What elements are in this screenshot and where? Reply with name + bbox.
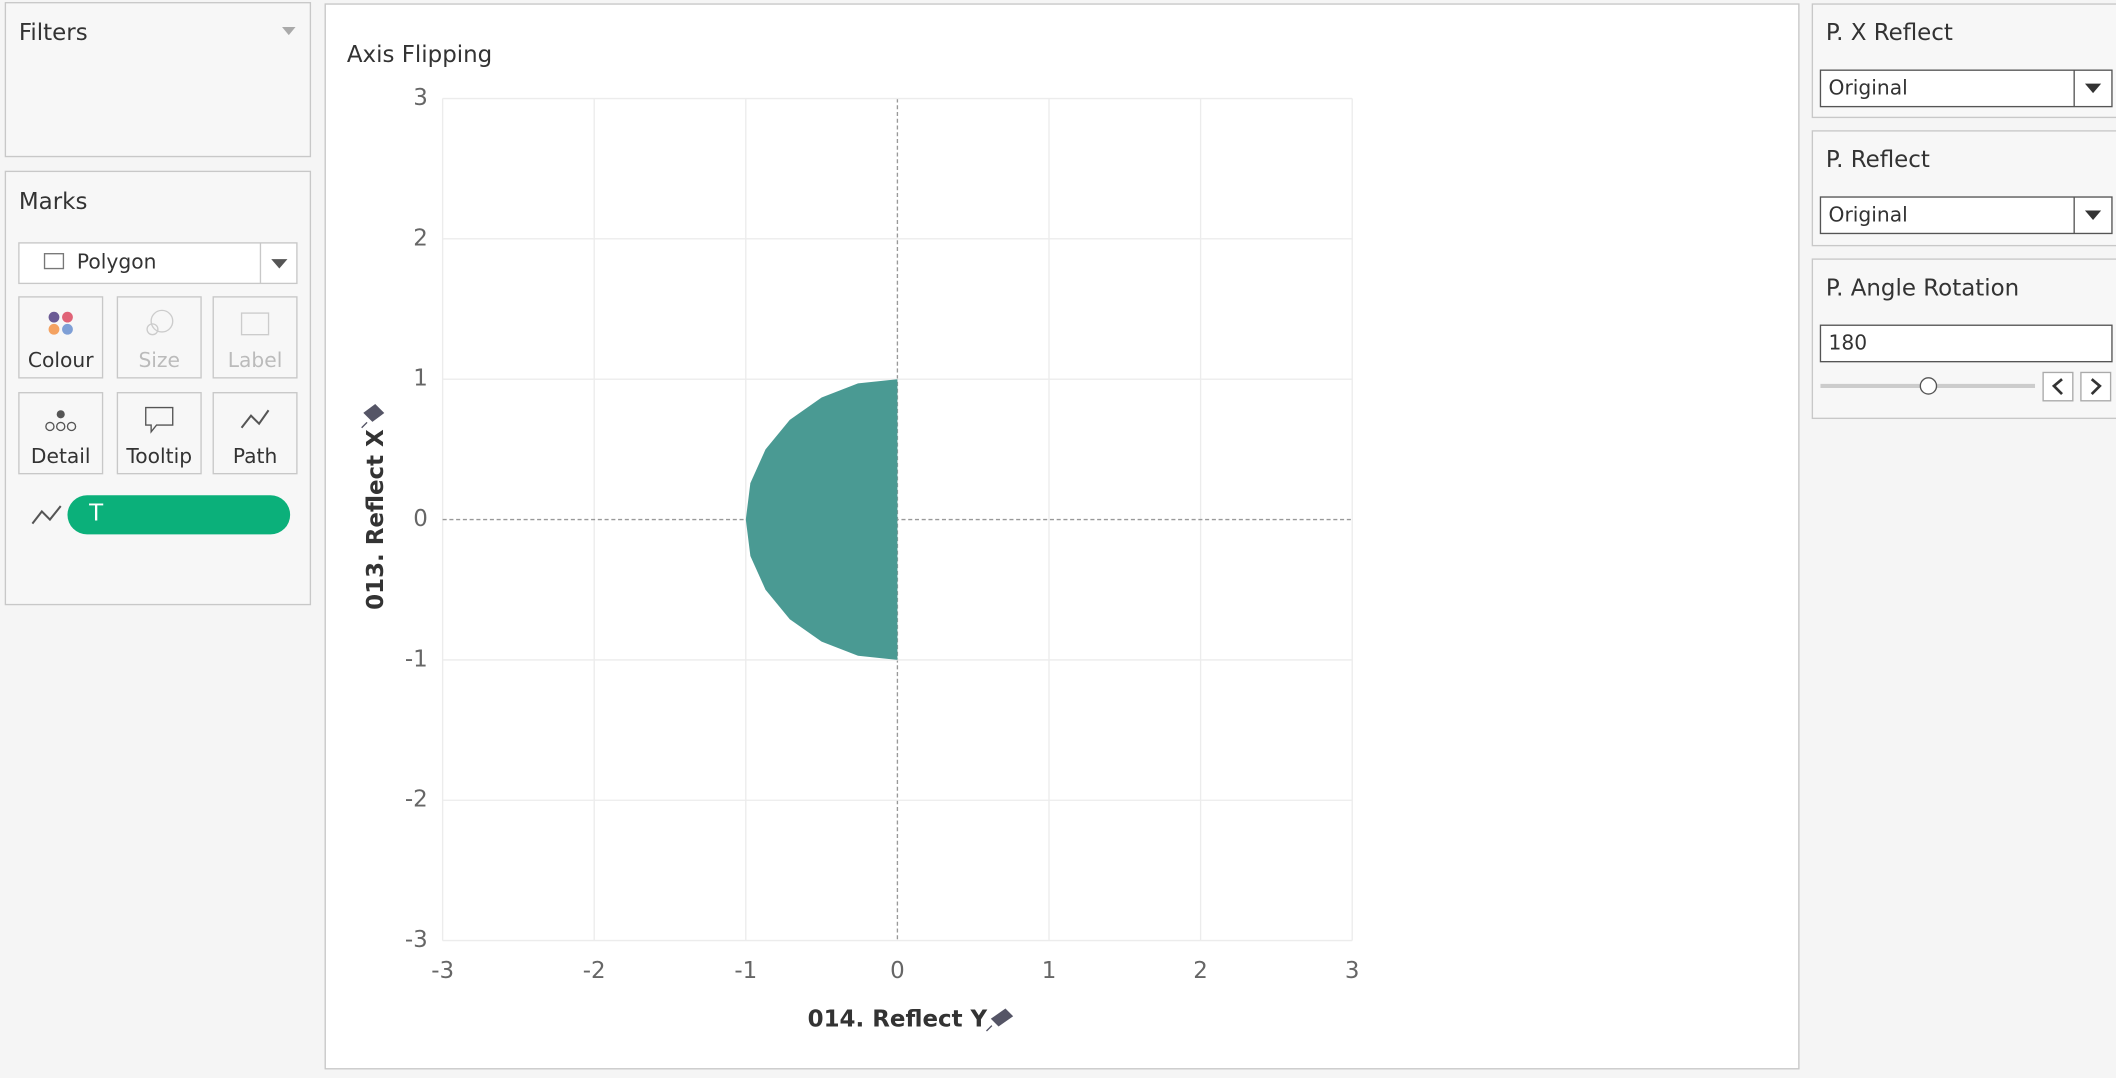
y-axis-label: 013. Reflect X	[363, 429, 389, 610]
parameter-input[interactable]	[1819, 69, 2113, 108]
icon	[48, 323, 60, 335]
x-tick-label: 1	[1042, 958, 1057, 984]
icon	[146, 323, 159, 336]
chevron	[2051, 378, 2063, 396]
y-tick-label: 2	[413, 225, 428, 251]
mark-button-label: Detail	[31, 444, 91, 468]
mark-button[interactable]	[18, 392, 104, 475]
dropdown-arrow	[2084, 83, 2102, 94]
x-tick-label: 3	[1345, 958, 1360, 984]
parameter-input[interactable]	[1819, 324, 2113, 363]
filters-title: Filters	[19, 20, 88, 46]
y-tick-label: 3	[413, 85, 428, 111]
mark-button[interactable]	[212, 296, 298, 379]
x-tick-label: -3	[431, 958, 454, 984]
mark-button[interactable]	[212, 392, 298, 475]
pill-text: T	[88, 501, 104, 527]
icon	[45, 421, 55, 432]
y-tick-label: -2	[405, 787, 428, 813]
filters-menu[interactable]	[282, 26, 296, 36]
y-tick-label: 1	[413, 366, 428, 392]
icon	[240, 409, 270, 429]
mark-button[interactable]	[116, 392, 202, 475]
path-icon	[31, 505, 62, 525]
pin-icon	[986, 1008, 1014, 1032]
parameter-value: Original	[1829, 76, 1908, 100]
mark-button-label: Path	[233, 444, 277, 468]
pin-icon	[361, 403, 385, 429]
parameter-input[interactable]	[1819, 196, 2113, 235]
icon	[150, 309, 174, 333]
parameter-value: Original	[1829, 202, 1908, 226]
mark-button-label: Colour	[28, 348, 94, 372]
parameter-title: P. X Reflect	[1826, 20, 1953, 46]
icon	[56, 410, 65, 419]
filters-panel	[4, 2, 312, 158]
step-back[interactable]	[2042, 371, 2074, 402]
marks-title: Marks	[19, 189, 88, 215]
icon	[62, 323, 73, 335]
dropdown-arrow	[271, 259, 288, 269]
icon	[240, 312, 270, 336]
mark-button[interactable]	[18, 296, 104, 379]
polygon-icon	[43, 253, 65, 270]
y-tick-label: -1	[405, 646, 428, 672]
slider-thumb[interactable]	[1919, 377, 1938, 395]
mark-type-dropdown[interactable]	[18, 242, 298, 285]
x-tick-label: -1	[734, 958, 757, 984]
parameter-title: P. Angle Rotation	[1826, 275, 2019, 301]
y-tick-label: 0	[413, 506, 428, 532]
path-pill[interactable]	[67, 495, 291, 535]
parameter-title: P. Reflect	[1826, 147, 1930, 173]
icon	[66, 421, 77, 432]
chevron	[2090, 378, 2102, 396]
mark-button-label: Label	[228, 348, 283, 372]
mark-type: Polygon	[77, 250, 157, 274]
mark-button-label: Tooltip	[125, 444, 192, 468]
polygon	[745, 379, 898, 660]
x-tick-label: -2	[583, 958, 606, 984]
x-axis-label: 014. Reflect Y	[808, 1007, 988, 1033]
marks-panel	[4, 170, 312, 606]
mark-button-label: Size	[138, 348, 180, 372]
mark-button[interactable]	[116, 296, 202, 379]
x-tick-label: 2	[1193, 958, 1208, 984]
sheet	[324, 3, 1800, 1070]
x-tick-label: 0	[890, 958, 905, 984]
y-tick-label: -3	[405, 927, 428, 953]
chart-title: Axis Flipping	[347, 42, 492, 68]
icon	[145, 406, 174, 434]
parameter-value: 180	[1829, 331, 1868, 355]
icon	[48, 311, 60, 323]
icon	[56, 421, 66, 432]
icon	[62, 311, 73, 323]
step-forward[interactable]	[2080, 371, 2112, 402]
dropdown-arrow	[2084, 210, 2102, 220]
